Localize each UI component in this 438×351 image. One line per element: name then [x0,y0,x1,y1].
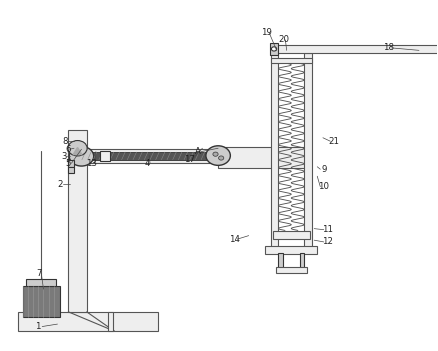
Text: 14: 14 [229,234,240,244]
Text: 11: 11 [322,225,333,234]
Bar [68,148,272,163]
Circle shape [272,47,277,51]
Bar [271,45,438,53]
Bar [273,231,310,239]
Text: 5: 5 [66,159,71,168]
Text: 8: 8 [63,137,68,146]
Circle shape [219,156,224,160]
Bar [22,286,60,317]
Text: 13: 13 [86,159,97,168]
Bar [68,167,74,173]
Text: 9: 9 [321,165,326,174]
Bar [270,43,279,55]
Circle shape [69,146,94,166]
Text: 6: 6 [66,145,71,154]
Bar [68,160,74,167]
Bar [18,312,158,331]
Bar [108,312,113,331]
Text: 4: 4 [144,159,150,168]
Text: 10: 10 [318,182,329,191]
Bar [304,53,312,247]
Text: 18: 18 [383,44,394,52]
Bar [68,130,87,312]
Text: 2: 2 [57,180,62,189]
Polygon shape [73,147,82,154]
Text: 7: 7 [36,269,42,278]
Bar [279,253,283,268]
Bar [300,253,304,268]
Text: 3: 3 [61,152,67,161]
Text: 19: 19 [261,28,272,37]
Bar [271,53,279,247]
Bar [218,147,305,168]
Circle shape [206,146,230,165]
Text: 20: 20 [278,35,289,44]
Bar [271,58,312,63]
Bar [26,279,56,286]
Bar [276,267,307,273]
Text: 21: 21 [328,137,339,146]
Bar [100,151,110,161]
Text: 1: 1 [35,322,41,331]
Bar [81,152,208,160]
Text: 17: 17 [184,155,195,164]
Circle shape [68,140,87,156]
Text: 12: 12 [322,237,333,246]
Bar [265,246,317,254]
Circle shape [213,152,218,156]
Text: A: A [195,147,201,156]
